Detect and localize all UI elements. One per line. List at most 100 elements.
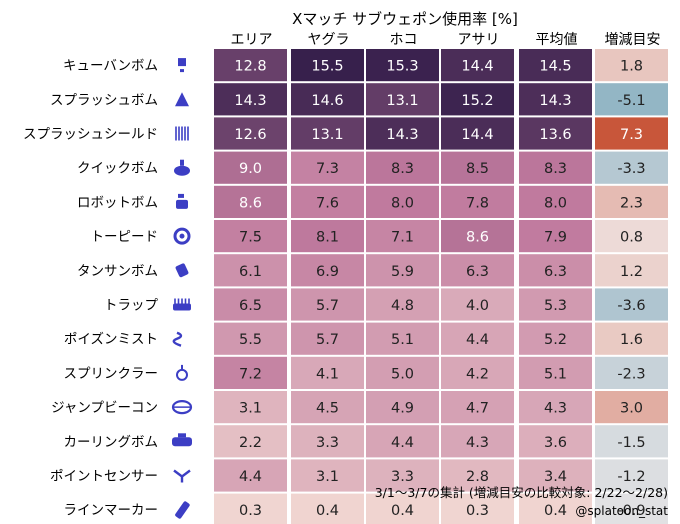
heatmap-row: タンサンボム 6.1 6.9 5.9 6.3 6.3 1.2 [77, 254, 668, 287]
row-label: カーリングボム [64, 434, 159, 450]
row-label: スプラッシュシールド [23, 127, 158, 143]
heatmap-cell [441, 459, 514, 492]
toxic-mist-icon [172, 331, 183, 347]
change-value: -1.5 [617, 435, 645, 451]
curling-bomb-icon [172, 433, 192, 447]
change-value: 2.3 [620, 195, 643, 211]
row-label: トラップ [104, 298, 158, 314]
cell-value: 8.6 [466, 230, 489, 246]
heatmap-cell [519, 185, 592, 218]
cell-value: 5.3 [544, 298, 567, 314]
heatmap-cell [291, 356, 364, 389]
cell-value: 14.3 [386, 127, 418, 143]
heatmap-cell [441, 254, 514, 287]
heatmap-cell [366, 459, 439, 492]
cell-value: 4.3 [544, 401, 567, 417]
heatmap-cell [441, 185, 514, 218]
heatmap-cell [366, 151, 439, 184]
heatmap-cell [441, 49, 514, 82]
column-header: ヤグラ [308, 32, 350, 48]
change-value: 1.2 [620, 264, 643, 280]
cell-value: 6.3 [544, 264, 567, 280]
heatmap-cell [519, 288, 592, 321]
cell-value: 5.5 [239, 332, 262, 348]
change-cell [595, 493, 668, 524]
heatmap-cell [366, 288, 439, 321]
cell-value: 15.2 [461, 93, 493, 109]
cell-value: 5.7 [316, 332, 339, 348]
cell-value: 8.3 [391, 161, 414, 177]
cell-value: 3.6 [544, 435, 567, 451]
cell-value: 4.4 [466, 332, 489, 348]
heatmap-cell [519, 322, 592, 355]
chart-title: Xマッチ サブウェポン使用率 [%] [292, 10, 518, 28]
change-value: -2.3 [617, 366, 645, 382]
cell-value: 6.1 [239, 264, 262, 280]
heatmap-cell [291, 322, 364, 355]
change-value: -0.9 [617, 503, 645, 519]
heatmap-cell [441, 220, 514, 253]
heatmap-cell [291, 117, 364, 150]
cell-value: 4.9 [391, 401, 414, 417]
cell-value: 8.3 [544, 161, 567, 177]
cell-value: 0.3 [466, 503, 489, 519]
heatmap-row: トラップ 6.5 5.7 4.8 4.0 5.3 -3.6 [104, 288, 668, 321]
cell-value: 4.4 [391, 435, 414, 451]
change-value: -3.6 [617, 298, 645, 314]
row-label: ラインマーカー [64, 503, 159, 519]
cell-value: 14.5 [539, 59, 571, 75]
cell-value: 8.6 [239, 195, 262, 211]
change-cell [595, 391, 668, 424]
row-label: トーピード [91, 229, 159, 245]
heatmap-cell [366, 220, 439, 253]
cell-value: 14.3 [234, 93, 266, 109]
heatmap-cell [214, 117, 287, 150]
heatmap-cell [441, 391, 514, 424]
heatmap-cell [214, 151, 287, 184]
cell-value: 2.8 [466, 469, 489, 485]
burst-bomb-icon [174, 159, 190, 176]
heatmap-row: ポイントセンサー 4.4 3.1 3.3 2.8 3.4 -1.2 [50, 459, 668, 492]
cell-value: 13.1 [386, 93, 418, 109]
cell-value: 14.4 [461, 127, 493, 143]
fizzy-bomb-icon [175, 263, 189, 278]
cell-value: 8.0 [544, 195, 567, 211]
heatmap-cell [214, 288, 287, 321]
row-label: タンサンボム [77, 263, 158, 279]
heatmap-cell [214, 391, 287, 424]
cell-value: 7.9 [544, 230, 567, 246]
cell-value: 4.8 [391, 298, 414, 314]
cell-value: 14.4 [461, 59, 493, 75]
heatmap-cell [519, 493, 592, 524]
cell-value: 0.3 [239, 503, 262, 519]
heatmap-cell [366, 83, 439, 116]
heatmap-row: ポイズンミスト 5.5 5.7 5.1 4.4 5.2 1.6 [64, 322, 668, 355]
heatmap-row: カーリングボム 2.2 3.3 4.4 4.3 3.6 -1.5 [64, 425, 668, 458]
heatmap-cell [366, 425, 439, 458]
cell-value: 7.3 [316, 161, 339, 177]
heatmap-cell [214, 254, 287, 287]
cell-value: 2.2 [239, 435, 262, 451]
change-value: 7.3 [620, 127, 643, 143]
heatmap-row: スプラッシュシールド 12.6 13.1 14.3 14.4 13.6 7.3 [23, 117, 668, 150]
cell-value: 7.8 [466, 195, 489, 211]
row-label: ジャンプビーコン [51, 400, 158, 416]
heatmap-cell [366, 185, 439, 218]
heatmap-cell [441, 425, 514, 458]
heatmap-row: スプリンクラー 7.2 4.1 5.0 4.2 5.1 -2.3 [64, 356, 668, 389]
heatmap-cell [441, 322, 514, 355]
heatmap-cell [366, 117, 439, 150]
change-cell [595, 49, 668, 82]
heatmap-cell [214, 49, 287, 82]
cell-value: 6.5 [239, 298, 262, 314]
heatmap-cell [519, 151, 592, 184]
heatmap-cell [366, 49, 439, 82]
heatmap-cell [366, 322, 439, 355]
cell-value: 4.5 [316, 401, 339, 417]
cell-value: 12.6 [234, 127, 266, 143]
heatmap-cell [441, 117, 514, 150]
cell-value: 5.1 [391, 332, 414, 348]
row-label: ポイズンミスト [64, 332, 158, 348]
